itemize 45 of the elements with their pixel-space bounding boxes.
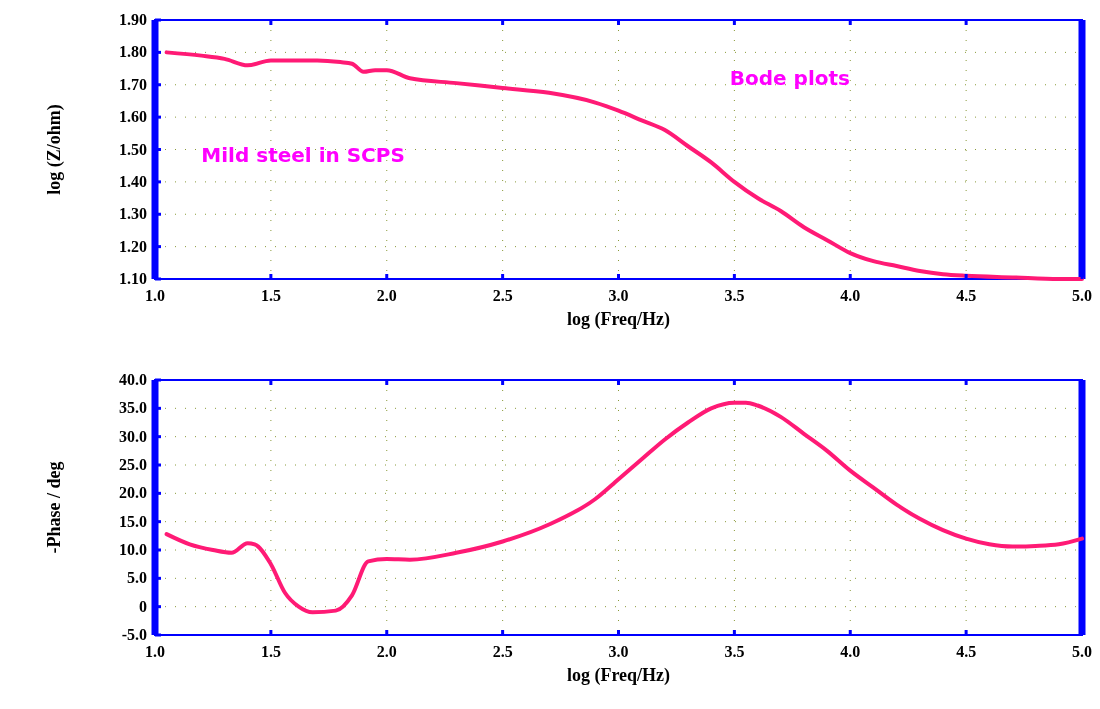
x-tick-label: 1.0 (145, 287, 165, 304)
y-tick-label: 1.10 (119, 270, 147, 287)
y-tick-label: 20.0 (119, 484, 147, 502)
y-tick-label: 1.90 (119, 11, 147, 28)
x-tick-label: 2.0 (376, 643, 397, 660)
x-tick-label: 3.0 (608, 287, 629, 304)
x-tick-label: 3.5 (724, 287, 745, 304)
y-tick-label: 1.30 (119, 205, 147, 223)
x-tick-label: 1.5 (260, 287, 281, 304)
line-series (164, 50, 1084, 281)
line-series (164, 400, 1084, 615)
y-tick-label: 40.0 (119, 371, 147, 388)
x-tick-label: 1.5 (260, 643, 281, 660)
annotation: Mild steel in SCPS (201, 143, 405, 168)
x-tick-label: 2.5 (492, 643, 513, 660)
x-tick-label: 2.5 (492, 287, 513, 304)
y-axis-title: log (Z/ohm) (44, 104, 65, 195)
y-tick-label: 25.0 (119, 456, 147, 473)
y-tick-label: 30.0 (119, 427, 147, 445)
x-tick-label: 4.5 (956, 287, 977, 304)
x-tick-label: 4.0 (840, 643, 861, 660)
x-tick-label: 4.5 (956, 643, 977, 660)
x-tick-label: 5.0 (1072, 643, 1092, 660)
y-tick-label: 5.0 (127, 569, 147, 587)
x-tick-label: 5.0 (1072, 287, 1092, 304)
y-tick-label: -5.0 (121, 626, 147, 643)
x-tick-label: 2.0 (376, 287, 397, 304)
y-tick-label: 1.70 (119, 75, 147, 93)
y-tick-label: 15.0 (119, 512, 147, 530)
x-axis-title: log (Freq/Hz) (566, 665, 671, 686)
x-tick-label: 3.5 (724, 643, 745, 660)
x-axis-title: log (Freq/Hz) (566, 309, 671, 330)
y-tick-label: 0 (139, 597, 147, 615)
y-tick-label: 35.0 (119, 399, 147, 417)
annotation: Bode plots (729, 65, 850, 90)
y-axis-title: -Phase / deg (44, 461, 64, 554)
y-tick-label: 1.60 (119, 108, 147, 126)
y-tick-label: 1.80 (119, 43, 147, 61)
x-tick-label: 3.0 (608, 643, 629, 660)
y-tick-label: 1.20 (119, 237, 147, 255)
x-tick-label: 4.0 (840, 287, 861, 304)
y-tick-label: 10.0 (119, 541, 147, 558)
y-tick-label: 1.40 (119, 172, 147, 190)
y-tick-label: 1.50 (119, 140, 147, 158)
x-tick-label: 1.0 (145, 643, 165, 660)
